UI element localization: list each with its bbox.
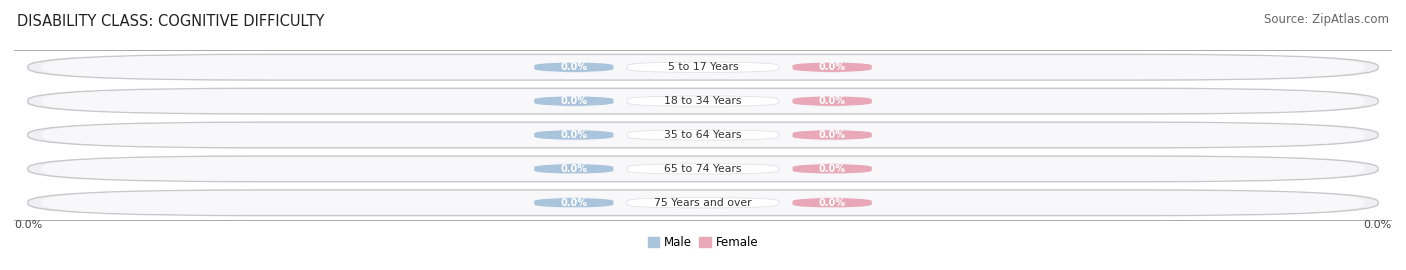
FancyBboxPatch shape xyxy=(534,96,613,106)
FancyBboxPatch shape xyxy=(627,198,779,208)
Text: 65 to 74 Years: 65 to 74 Years xyxy=(664,164,742,174)
Text: 0.0%: 0.0% xyxy=(561,198,588,208)
FancyBboxPatch shape xyxy=(793,198,872,208)
Text: 0.0%: 0.0% xyxy=(561,164,588,174)
Text: 0.0%: 0.0% xyxy=(818,198,845,208)
Text: 18 to 34 Years: 18 to 34 Years xyxy=(664,96,742,106)
Text: 0.0%: 0.0% xyxy=(561,96,588,106)
Text: 0.0%: 0.0% xyxy=(818,62,845,72)
FancyBboxPatch shape xyxy=(627,96,779,106)
FancyBboxPatch shape xyxy=(42,157,1364,181)
Text: Source: ZipAtlas.com: Source: ZipAtlas.com xyxy=(1264,14,1389,26)
FancyBboxPatch shape xyxy=(534,62,613,72)
FancyBboxPatch shape xyxy=(42,191,1364,215)
Text: 0.0%: 0.0% xyxy=(818,130,845,140)
Text: 0.0%: 0.0% xyxy=(14,220,42,230)
FancyBboxPatch shape xyxy=(42,123,1364,147)
Text: 0.0%: 0.0% xyxy=(1364,220,1392,230)
FancyBboxPatch shape xyxy=(627,62,779,72)
FancyBboxPatch shape xyxy=(534,130,613,140)
FancyBboxPatch shape xyxy=(627,130,779,140)
FancyBboxPatch shape xyxy=(28,122,1378,148)
FancyBboxPatch shape xyxy=(28,190,1378,216)
FancyBboxPatch shape xyxy=(28,156,1378,182)
Text: 0.0%: 0.0% xyxy=(561,130,588,140)
Text: 5 to 17 Years: 5 to 17 Years xyxy=(668,62,738,72)
Text: 0.0%: 0.0% xyxy=(818,96,845,106)
FancyBboxPatch shape xyxy=(42,89,1364,113)
FancyBboxPatch shape xyxy=(793,62,872,72)
FancyBboxPatch shape xyxy=(793,130,872,140)
FancyBboxPatch shape xyxy=(793,164,872,174)
Text: 0.0%: 0.0% xyxy=(818,164,845,174)
Text: 0.0%: 0.0% xyxy=(561,62,588,72)
FancyBboxPatch shape xyxy=(534,198,613,208)
FancyBboxPatch shape xyxy=(534,164,613,174)
Text: 35 to 64 Years: 35 to 64 Years xyxy=(664,130,742,140)
Text: DISABILITY CLASS: COGNITIVE DIFFICULTY: DISABILITY CLASS: COGNITIVE DIFFICULTY xyxy=(17,14,325,29)
FancyBboxPatch shape xyxy=(627,164,779,174)
FancyBboxPatch shape xyxy=(28,88,1378,114)
Legend: Male, Female: Male, Female xyxy=(643,231,763,254)
FancyBboxPatch shape xyxy=(28,54,1378,80)
Text: 75 Years and over: 75 Years and over xyxy=(654,198,752,208)
FancyBboxPatch shape xyxy=(793,96,872,106)
FancyBboxPatch shape xyxy=(42,55,1364,79)
